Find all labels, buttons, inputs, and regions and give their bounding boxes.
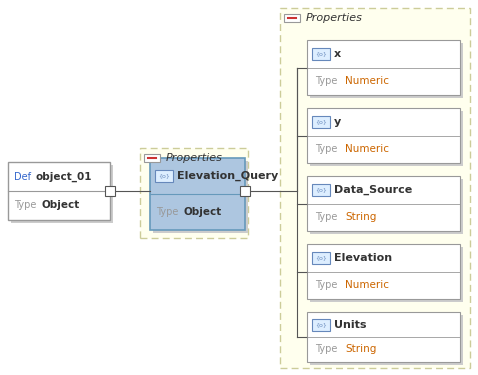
Text: Numeric: Numeric (345, 76, 389, 86)
Text: y: y (334, 117, 341, 127)
Text: x: x (334, 49, 341, 59)
Text: {o}: {o} (158, 174, 170, 178)
FancyBboxPatch shape (310, 179, 463, 234)
Text: Elevation: Elevation (334, 253, 392, 263)
Text: Def: Def (14, 171, 31, 182)
Text: Object: Object (42, 201, 80, 210)
FancyBboxPatch shape (155, 170, 173, 182)
FancyBboxPatch shape (312, 48, 330, 60)
FancyBboxPatch shape (144, 154, 160, 162)
Text: Type: Type (14, 201, 36, 210)
Text: {o}: {o} (315, 255, 327, 260)
FancyBboxPatch shape (310, 111, 463, 166)
Text: String: String (345, 345, 376, 354)
Text: Object: Object (184, 207, 222, 217)
FancyBboxPatch shape (310, 315, 463, 365)
FancyBboxPatch shape (307, 40, 460, 95)
FancyBboxPatch shape (8, 162, 110, 220)
Text: Elevation_Query: Elevation_Query (177, 171, 278, 181)
Text: Type: Type (315, 76, 337, 86)
Text: Numeric: Numeric (345, 144, 389, 154)
Text: Numeric: Numeric (345, 280, 389, 290)
FancyBboxPatch shape (307, 312, 460, 362)
Text: String: String (345, 212, 376, 222)
FancyBboxPatch shape (310, 247, 463, 302)
FancyBboxPatch shape (310, 43, 463, 98)
FancyBboxPatch shape (153, 161, 248, 233)
FancyBboxPatch shape (312, 184, 330, 196)
FancyBboxPatch shape (140, 148, 248, 238)
FancyBboxPatch shape (11, 165, 113, 223)
Text: Properties: Properties (306, 13, 363, 23)
Text: Type: Type (315, 280, 337, 290)
FancyBboxPatch shape (284, 14, 300, 22)
FancyBboxPatch shape (307, 244, 460, 299)
FancyBboxPatch shape (312, 116, 330, 128)
Text: {o}: {o} (315, 119, 327, 124)
FancyBboxPatch shape (280, 8, 470, 368)
Text: {o}: {o} (315, 51, 327, 56)
Text: {o}: {o} (315, 187, 327, 192)
Text: object_01: object_01 (36, 171, 93, 182)
FancyBboxPatch shape (307, 176, 460, 231)
Text: Type: Type (315, 144, 337, 154)
Text: Type: Type (156, 207, 178, 217)
FancyBboxPatch shape (307, 108, 460, 163)
FancyBboxPatch shape (105, 186, 115, 196)
FancyBboxPatch shape (150, 158, 245, 230)
Text: {o}: {o} (315, 322, 327, 327)
Text: Type: Type (315, 345, 337, 354)
FancyBboxPatch shape (240, 186, 250, 196)
Text: Type: Type (315, 212, 337, 222)
Text: Units: Units (334, 320, 367, 330)
Text: Data_Source: Data_Source (334, 184, 412, 195)
FancyBboxPatch shape (312, 252, 330, 264)
Text: Properties: Properties (166, 153, 223, 163)
FancyBboxPatch shape (312, 318, 330, 330)
